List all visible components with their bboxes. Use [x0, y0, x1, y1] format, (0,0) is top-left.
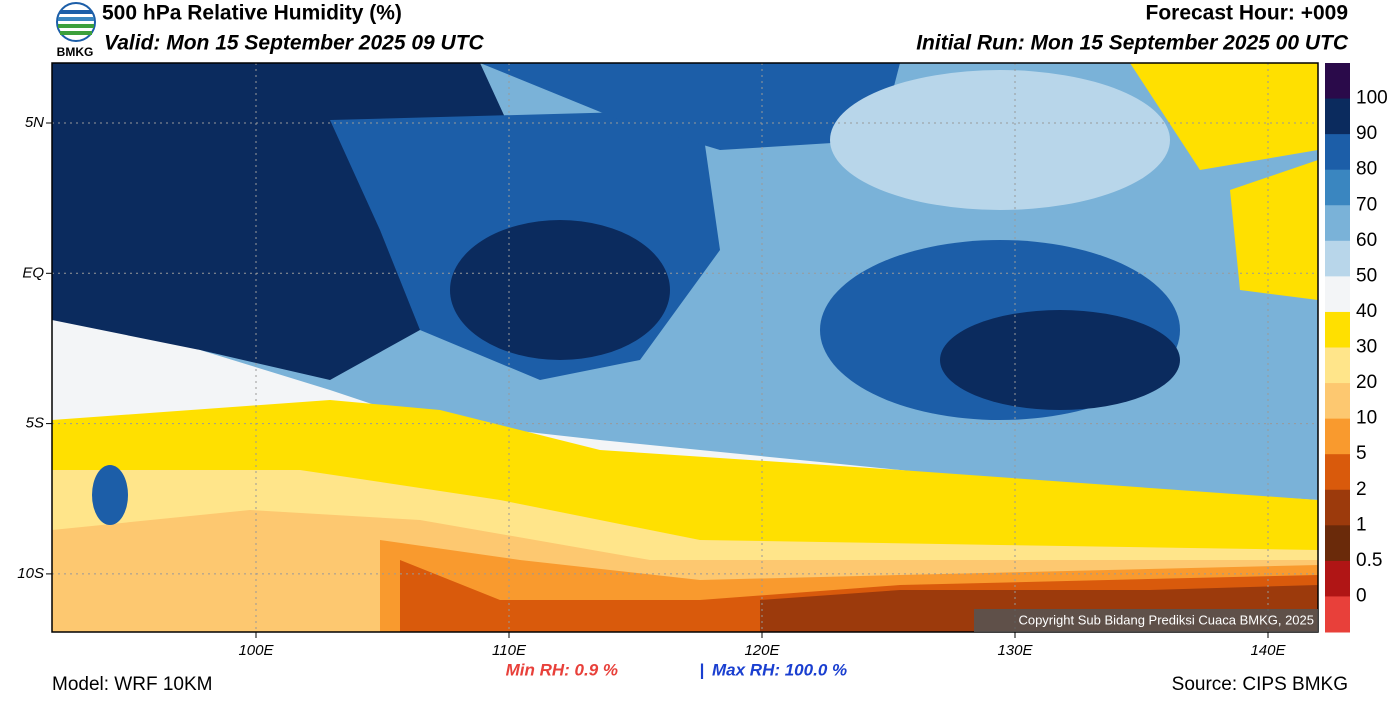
- map-frame: [51, 62, 1319, 633]
- colorbar-label: 10: [1356, 408, 1377, 429]
- lon-label: 110E: [492, 642, 527, 659]
- colorbar-segment: [1325, 418, 1350, 455]
- colorbar-label: 80: [1356, 159, 1377, 180]
- colorbar-segment: [1325, 169, 1350, 206]
- lon-label: 140E: [1250, 642, 1286, 659]
- colorbar-label: 1: [1356, 514, 1367, 535]
- lon-label: 130E: [997, 642, 1033, 659]
- colorbar-segment: [1325, 63, 1350, 100]
- colorbar-label: 30: [1356, 337, 1377, 358]
- colorbar-label: 60: [1356, 230, 1377, 251]
- copyright-box: [974, 609, 1318, 632]
- colorbar-label: 70: [1356, 194, 1377, 215]
- colorbar-label: 20: [1356, 372, 1377, 393]
- colorbar-segment: [1325, 98, 1350, 135]
- separator: |: [700, 660, 705, 679]
- colorbar-label: 40: [1356, 301, 1377, 322]
- lat-label: 5S: [26, 415, 44, 432]
- colorbar-label: 90: [1356, 123, 1377, 144]
- source: Source: CIPS BMKG: [1172, 674, 1348, 695]
- model: Model: WRF 10KM: [52, 674, 212, 695]
- logo-text: BMKG: [57, 45, 94, 59]
- colorbar-label: 5: [1356, 443, 1367, 464]
- colorbar-label: 0.5: [1356, 550, 1382, 571]
- title: 500 hPa Relative Humidity (%): [102, 2, 402, 25]
- colorbar-segment: [1325, 205, 1350, 242]
- logo: BMKG: [56, 2, 96, 59]
- colorbar-segment: [1325, 560, 1350, 597]
- lon-label: 100E: [238, 642, 274, 659]
- copyright: Copyright Sub Bidang Prediksi Cuaca BMKG…: [1018, 612, 1314, 627]
- colorbar-label: 2: [1356, 479, 1367, 500]
- colorbar-segment: [1325, 383, 1350, 420]
- colorbar-label: 100: [1356, 88, 1388, 109]
- forecast-hour: Forecast Hour: +009: [1146, 2, 1349, 25]
- lat-label: EQ: [22, 264, 44, 281]
- colorbar-segment: [1325, 276, 1350, 313]
- initial-run: Initial Run: Mon 15 September 2025 00 UT…: [916, 32, 1349, 55]
- min-rh: Min RH: 0.9 %: [506, 660, 618, 679]
- max-rh: Max RH: 100.0 %: [712, 660, 847, 679]
- colorbar-segment: [1325, 596, 1350, 633]
- valid-time: Valid: Mon 15 September 2025 09 UTC: [104, 32, 485, 55]
- colorbar-segment: [1325, 489, 1350, 526]
- lat-label: 5N: [25, 114, 44, 131]
- colorbar-label: 50: [1356, 265, 1377, 286]
- lat-label: 10S: [17, 565, 44, 582]
- colorbar-segment: [1325, 525, 1350, 562]
- humidity-field: [52, 63, 1318, 632]
- colorbar: 100 90 80 70 60 50 40 30 20 10 5 2 1 0.5 0: [1325, 63, 1388, 633]
- lon-label: 120E: [744, 642, 780, 659]
- colorbar-segment: [1325, 311, 1350, 348]
- colorbar-label: 0: [1356, 585, 1367, 606]
- colorbar-segment: [1325, 134, 1350, 171]
- map-grid: 5N EQ 5S 10S 100E 110E 120E 130E 140E: [17, 63, 1318, 659]
- colorbar-segment: [1325, 240, 1350, 277]
- colorbar-segment: [1325, 454, 1350, 491]
- colorbar-segment: [1325, 347, 1350, 384]
